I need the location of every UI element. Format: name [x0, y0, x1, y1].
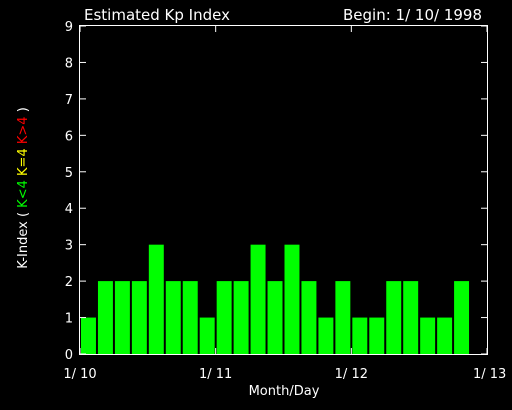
y-axis-label-part-1: K<4 [16, 180, 31, 208]
kp-bar-4 [148, 244, 164, 354]
kp-bar-0 [81, 317, 96, 354]
begin-date-label: Begin: 1/ 10/ 1998 [343, 6, 482, 24]
y-tick-label: 1 [65, 312, 73, 327]
y-axis-label-part-3: K=4 [16, 148, 31, 176]
kp-bar-13 [301, 281, 317, 354]
y-axis-ticks: 0 1 2 3 4 5 6 7 8 9 [65, 20, 487, 363]
kp-bar-18 [386, 281, 402, 354]
y-tick-label: 4 [65, 202, 73, 217]
y-axis-label-part-6: ) [16, 107, 31, 116]
y-tick-label: 9 [65, 20, 73, 35]
y-tick-label: 8 [65, 56, 73, 71]
kp-bar-16 [352, 317, 368, 354]
kp-bar-5 [165, 281, 181, 354]
x-tick-label: 1/ 11 [199, 367, 232, 382]
kp-bar-3 [131, 281, 147, 354]
y-axis-label-part-5: K>4 [16, 116, 31, 144]
kp-bar-17 [369, 317, 385, 354]
y-tick-label: 5 [65, 166, 73, 181]
kp-bar-20 [420, 317, 436, 354]
kp-bar-15 [335, 281, 351, 354]
x-axis-ticks: 1/ 10 1/ 11 1/ 12 1/ 13 [63, 26, 506, 382]
kp-bar-9 [233, 281, 249, 354]
x-tick-label: 1/ 13 [473, 367, 506, 382]
y-axis-label: K-Index ( K<4 K=4 K>4 ) [16, 107, 31, 269]
y-tick-label: 7 [65, 93, 73, 108]
kp-bar-14 [318, 317, 334, 354]
kp-bar-10 [250, 244, 266, 354]
x-tick-label: 1/ 12 [335, 367, 368, 382]
kp-bar-11 [267, 281, 283, 354]
kp-bar-8 [216, 281, 232, 354]
y-axis-label-part-0: K-Index ( [16, 208, 31, 269]
kp-bar-12 [284, 244, 300, 354]
kp-bar-19 [403, 281, 419, 354]
kp-bar-1 [97, 281, 113, 354]
y-tick-label: 3 [65, 239, 73, 254]
y-tick-label: 0 [65, 348, 73, 363]
kp-bar-6 [182, 281, 198, 354]
bar-series [81, 244, 470, 354]
kp-bar-22 [454, 281, 470, 354]
x-tick-label: 1/ 10 [63, 367, 96, 382]
x-axis-label: Month/Day [249, 384, 320, 399]
plot-frame [79, 25, 488, 355]
kp-bar-2 [114, 281, 130, 354]
kp-bar-7 [199, 317, 215, 354]
kp-bar-21 [437, 317, 453, 354]
y-tick-label: 6 [65, 129, 73, 144]
chart-title: Estimated Kp Index [84, 6, 230, 24]
y-tick-label: 2 [65, 275, 73, 290]
